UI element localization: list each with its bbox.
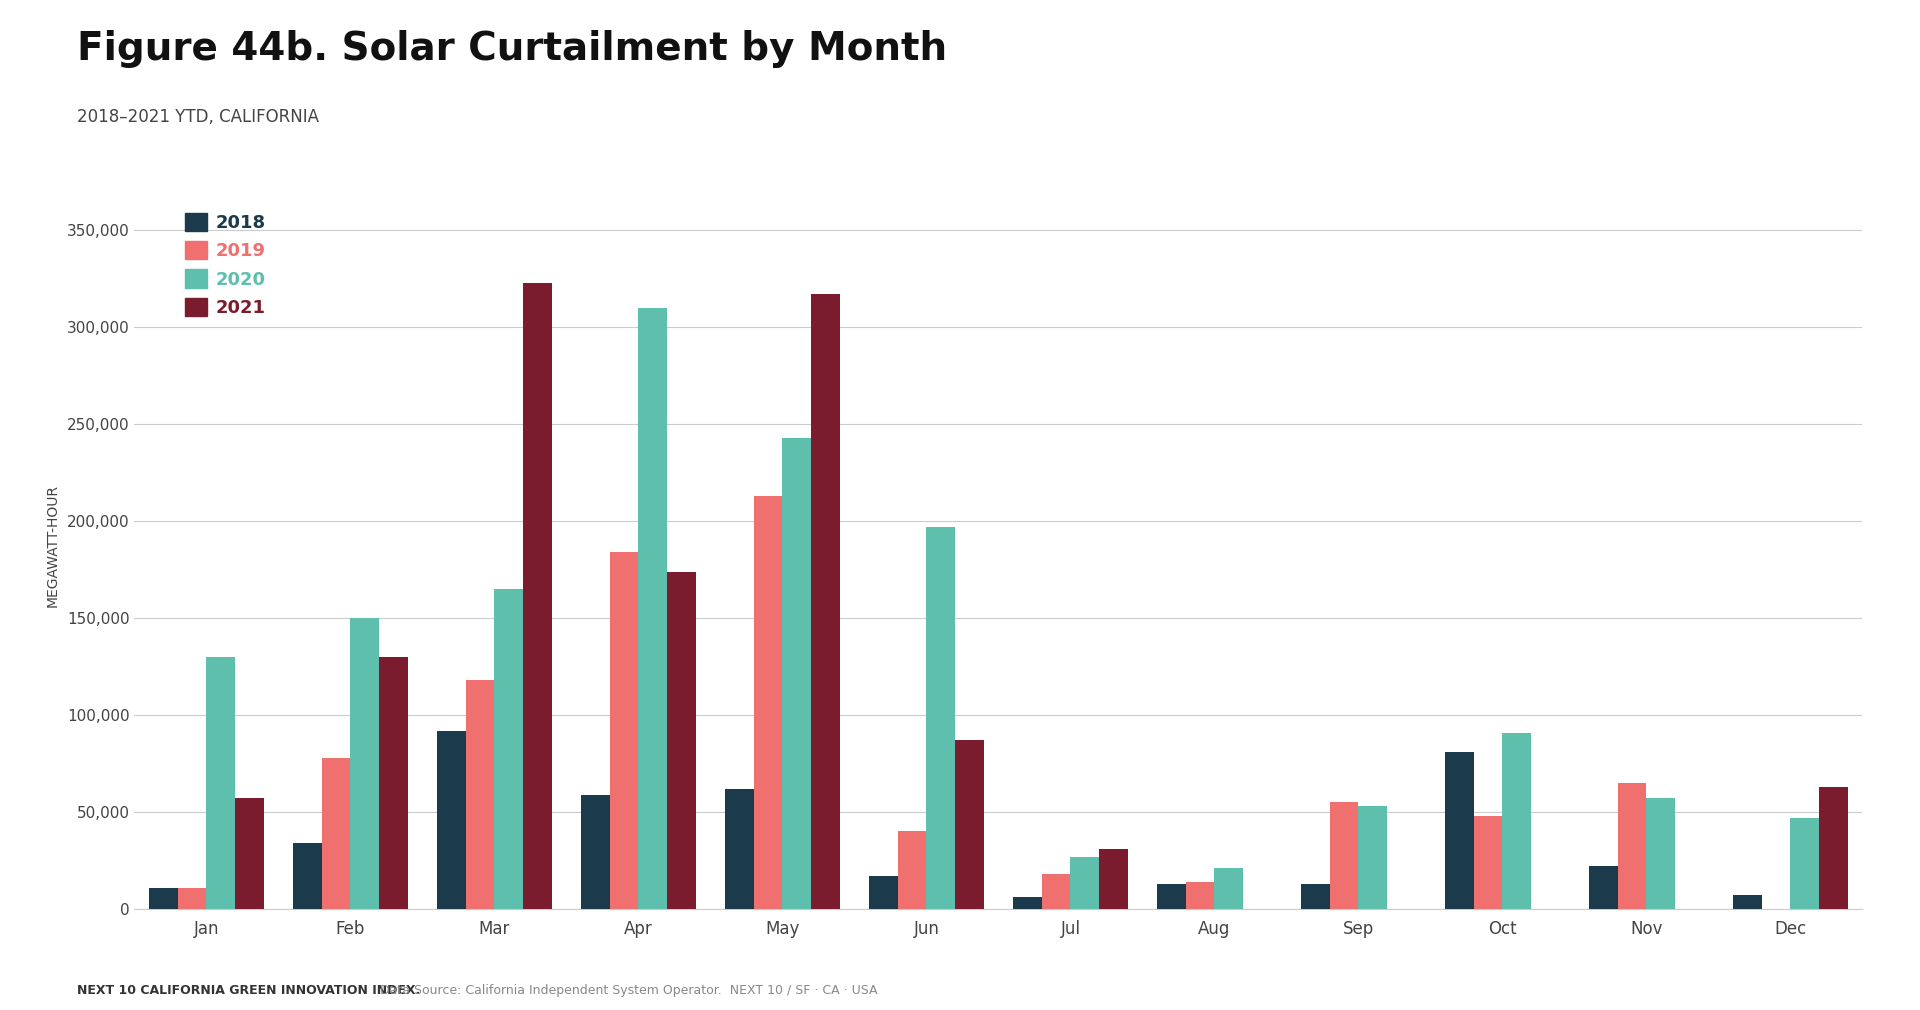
Bar [1588, 867, 1617, 909]
Text: NEXT 10 CALIFORNIA GREEN INNOVATION INDEX.: NEXT 10 CALIFORNIA GREEN INNOVATION INDE… [77, 984, 420, 997]
Bar [292, 843, 321, 909]
Bar [1732, 896, 1761, 909]
Bar [637, 308, 668, 909]
Bar [1213, 869, 1242, 909]
Bar [724, 789, 753, 909]
Bar [493, 589, 522, 909]
Text: 2018–2021 YTD, CALIFORNIA: 2018–2021 YTD, CALIFORNIA [77, 108, 319, 126]
Bar [897, 831, 925, 909]
Text: Figure 44b. Solar Curtailment by Month: Figure 44b. Solar Curtailment by Month [77, 30, 947, 69]
Y-axis label: MEGAWATT-HOUR: MEGAWATT-HOUR [46, 484, 60, 607]
Bar [321, 758, 349, 909]
Bar [1444, 751, 1473, 909]
Bar [465, 680, 493, 909]
Text: Data Source: California Independent System Operator.  NEXT 10 / SF · CA · USA: Data Source: California Independent Syst… [376, 984, 877, 997]
Bar [810, 294, 841, 909]
Bar [954, 740, 983, 909]
Bar [1156, 884, 1185, 909]
Bar [205, 656, 234, 909]
Bar [349, 618, 378, 909]
Bar [868, 876, 899, 909]
Bar [1617, 783, 1645, 909]
Bar [1789, 818, 1818, 909]
Bar [1818, 787, 1847, 909]
Bar [1357, 806, 1386, 909]
Bar [925, 527, 954, 909]
Bar [753, 496, 781, 909]
Bar [1185, 882, 1213, 909]
Bar [1069, 856, 1098, 909]
Bar [148, 888, 177, 909]
Bar [1300, 884, 1329, 909]
Bar [666, 572, 695, 909]
Bar [609, 552, 637, 909]
Bar [177, 888, 205, 909]
Bar [234, 799, 265, 909]
Bar [1012, 897, 1041, 909]
Bar [1041, 874, 1069, 909]
Legend: 2018, 2019, 2020, 2021: 2018, 2019, 2020, 2021 [179, 205, 273, 324]
Bar [1329, 802, 1357, 909]
Bar [1501, 732, 1530, 909]
Bar [1645, 799, 1674, 909]
Bar [781, 437, 810, 909]
Bar [1098, 848, 1127, 909]
Bar [436, 730, 465, 909]
Bar [378, 656, 407, 909]
Bar [1475, 816, 1501, 909]
Bar [580, 795, 611, 909]
Bar [522, 283, 551, 909]
